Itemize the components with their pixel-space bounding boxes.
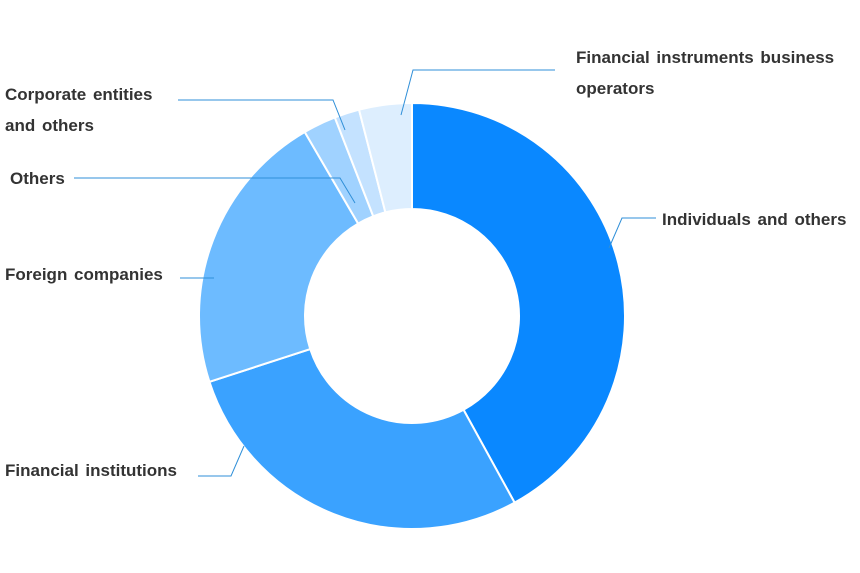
slice-foreign-companies (198, 130, 360, 384)
slice-financial-institutions (208, 347, 516, 530)
leader-line-others (74, 177, 356, 204)
leader-line-corporate (178, 99, 346, 131)
label-financial-institutions: Financial institutions (5, 461, 178, 480)
slice-individuals-and-others (411, 101, 626, 505)
leader-line-financial-institutions (198, 445, 245, 477)
leader-line-fibo (400, 69, 555, 116)
label-individuals-and-others: Individuals and others (662, 210, 847, 229)
leader-line-individuals (608, 217, 656, 249)
slice-financial-instruments-business-operators (357, 101, 413, 214)
label-foreign-companies: Foreign companies (5, 265, 163, 284)
label-corporate-entities-and-others: Corporate entities and others (5, 85, 153, 135)
label-others: Others (10, 169, 65, 188)
label-financial-instruments-business-operators: Financial instruments business operators (576, 48, 835, 98)
